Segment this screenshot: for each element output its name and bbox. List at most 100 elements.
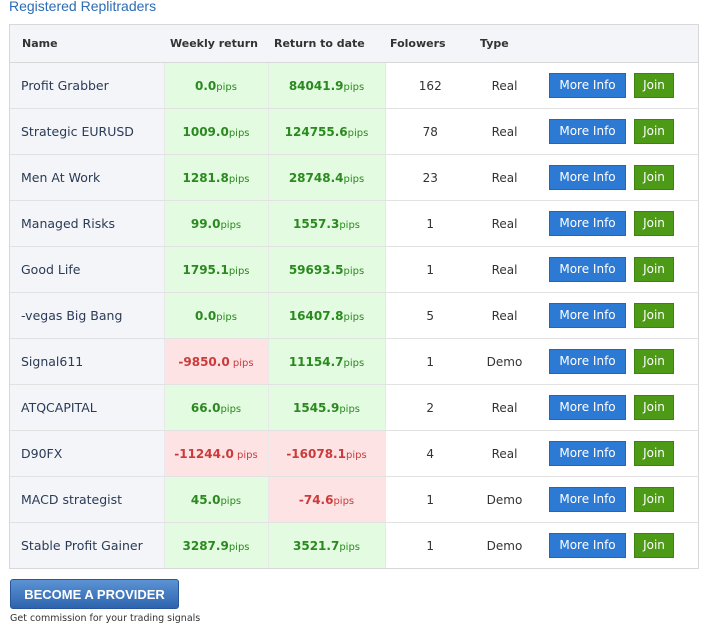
more-info-button[interactable]: More Info (549, 441, 626, 466)
weekly-return: -9850.0 pips (163, 338, 268, 385)
weekly-return-unit: pips (233, 449, 258, 461)
join-button[interactable]: Join (634, 487, 674, 512)
join-button[interactable]: Join (634, 441, 674, 466)
join-button[interactable]: Join (634, 165, 674, 190)
header-actions (534, 25, 698, 63)
table-row: MACD strategist 45.0pips -74.6pips 1 Demo Mor… (10, 476, 698, 523)
join-button[interactable]: Join (634, 533, 674, 558)
return-to-date: -16078.1pips (267, 430, 385, 477)
trader-name[interactable]: Stable Profit Gainer (10, 522, 164, 568)
return-to-date-unit: pips (343, 81, 365, 93)
weekly-return: 1795.1pips (163, 246, 268, 293)
join-button[interactable]: Join (634, 119, 674, 144)
join-button[interactable]: Join (634, 303, 674, 328)
account-type: Demo (475, 338, 534, 385)
return-to-date-unit: pips (347, 127, 369, 139)
followers-count: 4 (384, 430, 475, 477)
more-info-button[interactable]: More Info (549, 349, 626, 374)
provider-note: Get commission for your trading signals (10, 613, 201, 624)
weekly-return-unit: pips (228, 265, 250, 277)
return-to-date: 59693.5pips (267, 246, 385, 293)
return-to-date: 11154.7pips (267, 338, 385, 385)
row-actions: More Info Join (534, 522, 698, 568)
trader-name[interactable]: MACD strategist (10, 476, 164, 523)
weekly-return-unit: pips (216, 81, 237, 93)
table-row: Men At Work 1281.8pips 28748.4pips 23 Real Mo… (10, 154, 698, 201)
return-to-date: 3521.7pips (267, 522, 385, 568)
return-to-date-unit: pips (339, 541, 360, 553)
return-to-date-value: 28748.4 (288, 170, 344, 185)
become-provider-button[interactable]: BECOME A PROVIDER (10, 579, 179, 609)
row-actions: More Info Join (534, 200, 698, 247)
more-info-button[interactable]: More Info (549, 487, 626, 512)
row-actions: More Info Join (534, 62, 698, 109)
table-row: Good Life 1795.1pips 59693.5pips 1 Real More … (10, 246, 698, 293)
weekly-return-unit: pips (220, 495, 242, 507)
more-info-button[interactable]: More Info (549, 119, 626, 144)
account-type: Real (475, 292, 534, 339)
account-type: Demo (475, 476, 534, 523)
return-to-date: 1557.3pips (267, 200, 385, 247)
trader-name[interactable]: Men At Work (10, 154, 164, 201)
more-info-button[interactable]: More Info (549, 165, 626, 190)
more-info-button[interactable]: More Info (549, 303, 626, 328)
return-to-date-value: 11154.7 (288, 354, 344, 369)
return-to-date: -74.6pips (267, 476, 385, 523)
more-info-button[interactable]: More Info (549, 211, 626, 236)
trader-name[interactable]: Strategic EURUSD (10, 108, 164, 155)
account-type: Real (475, 200, 534, 247)
weekly-return-value: 99.0 (190, 216, 221, 231)
weekly-return-value: -11244.0 (174, 446, 234, 461)
more-info-button[interactable]: More Info (549, 257, 626, 282)
trader-name[interactable]: Managed Risks (10, 200, 164, 247)
trader-name[interactable]: Signal611 (10, 338, 164, 385)
account-type: Real (475, 108, 534, 155)
weekly-return: 45.0pips (163, 476, 268, 523)
join-button[interactable]: Join (634, 257, 674, 282)
weekly-return: -11244.0 pips (163, 430, 268, 477)
weekly-return-value: 0.0 (195, 308, 217, 323)
join-button[interactable]: Join (634, 73, 674, 98)
more-info-button[interactable]: More Info (549, 73, 626, 98)
followers-count: 1 (384, 200, 475, 247)
return-to-date-value: 59693.5 (288, 262, 344, 277)
trader-name[interactable]: Good Life (10, 246, 164, 293)
row-actions: More Info Join (534, 384, 698, 431)
weekly-return: 0.0pips (163, 292, 268, 339)
trader-name[interactable]: -vegas Big Bang (10, 292, 164, 339)
return-to-date-unit: pips (339, 219, 360, 231)
weekly-return-unit: pips (228, 127, 250, 139)
followers-count: 78 (384, 108, 475, 155)
trader-name[interactable]: Profit Grabber (10, 62, 164, 109)
row-actions: More Info Join (534, 430, 698, 477)
return-to-date-unit: pips (343, 357, 365, 369)
weekly-return: 1281.8pips (163, 154, 268, 201)
trader-name[interactable]: ATQCAPITAL (10, 384, 164, 431)
followers-count: 1 (384, 476, 475, 523)
followers-count: 5 (384, 292, 475, 339)
return-to-date-unit: pips (333, 495, 355, 507)
trader-name[interactable]: D90FX (10, 430, 164, 477)
weekly-return-unit: pips (216, 311, 237, 323)
account-type: Real (475, 62, 534, 109)
more-info-button[interactable]: More Info (549, 533, 626, 558)
return-to-date-unit: pips (343, 173, 365, 185)
table-row: Strategic EURUSD 1009.0pips 124755.6pips 78… (10, 108, 698, 155)
row-actions: More Info Join (534, 108, 698, 155)
row-actions: More Info Join (534, 154, 698, 201)
join-button[interactable]: Join (634, 395, 674, 420)
join-button[interactable]: Join (634, 211, 674, 236)
join-button[interactable]: Join (634, 349, 674, 374)
weekly-return-value: 66.0 (190, 400, 221, 415)
header-weekly-return: Weekly return (164, 25, 268, 63)
row-actions: More Info Join (534, 292, 698, 339)
return-to-date: 16407.8pips (267, 292, 385, 339)
table-header-row: Name Weekly return Return to date Folowe… (10, 25, 698, 63)
table-row: ATQCAPITAL 66.0pips 1545.9pips 2 Real More In… (10, 384, 698, 431)
weekly-return-unit: pips (220, 403, 242, 415)
weekly-return-value: 0.0 (195, 78, 217, 93)
followers-count: 23 (384, 154, 475, 201)
return-to-date-value: -74.6 (298, 492, 334, 507)
weekly-return-value: 45.0 (190, 492, 221, 507)
more-info-button[interactable]: More Info (549, 395, 626, 420)
